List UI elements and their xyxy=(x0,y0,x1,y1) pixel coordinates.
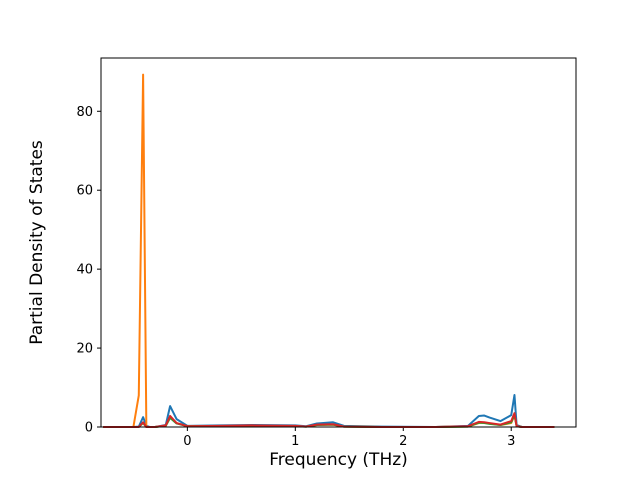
y-tick-label: 80 xyxy=(76,105,93,120)
plot-frame xyxy=(100,57,577,428)
y-tick-label: 40 xyxy=(76,263,93,278)
x-axis-title: Frequency (THz) xyxy=(269,450,408,470)
y-tick-label: 20 xyxy=(76,342,93,357)
x-tick-label: 3 xyxy=(507,434,515,449)
y-tick-label: 60 xyxy=(76,184,93,199)
y-tick-label: 0 xyxy=(85,421,93,436)
x-tick-label: 1 xyxy=(291,434,299,449)
x-tick-label: 0 xyxy=(183,434,191,449)
series-line xyxy=(103,412,555,428)
x-tick-label: 2 xyxy=(399,434,407,449)
y-axis-title: Partial Density of States xyxy=(27,140,47,345)
series-line xyxy=(103,73,555,428)
